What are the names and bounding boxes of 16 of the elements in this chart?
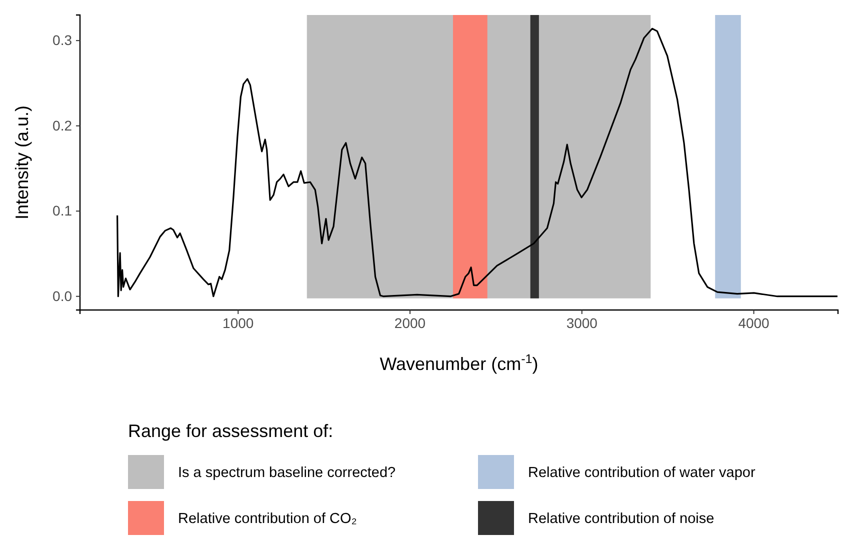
legend-label: Relative contribution of CO₂ bbox=[178, 511, 357, 527]
x-axis-title: Wavenumber (cm$^{-1}$) bbox=[380, 352, 538, 374]
legend-title: Range for assessment of: bbox=[128, 421, 334, 441]
legend-label: Relative contribution of water vapor bbox=[528, 465, 756, 481]
y-tick-label: 0.2 bbox=[52, 117, 72, 134]
x-tick-label: 2000 bbox=[394, 314, 426, 331]
x-tick-label: 4000 bbox=[738, 314, 770, 331]
legend-label: Relative contribution of noise bbox=[528, 511, 714, 527]
y-tick-label: 0.1 bbox=[52, 202, 72, 219]
y-axis-title: Intensity (a.u.) bbox=[12, 105, 32, 220]
line-series bbox=[116, 28, 838, 298]
y-tick-label: 0.0 bbox=[52, 288, 72, 304]
y-tick-label: 0.3 bbox=[52, 32, 72, 48]
legend-label: Is a spectrum baseline corrected? bbox=[178, 465, 396, 481]
x-tick-label: 3000 bbox=[566, 314, 598, 331]
x-tick-label: 1000 bbox=[222, 314, 254, 331]
